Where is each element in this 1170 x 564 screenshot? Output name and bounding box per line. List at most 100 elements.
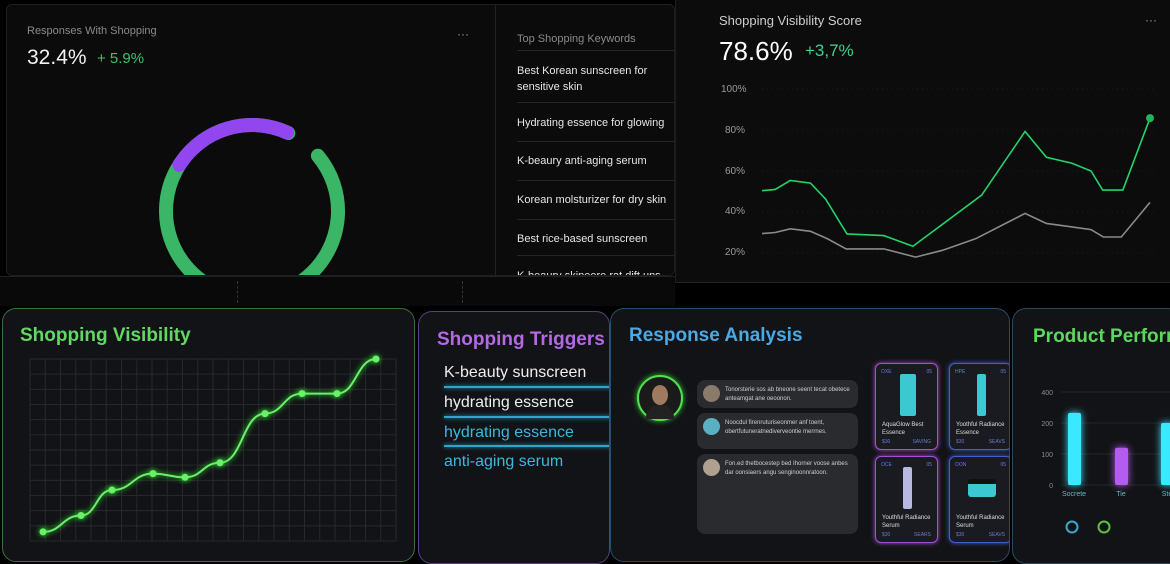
product-card[interactable]: OXE 05 AquaGlow Best Essence $30 SAVING <box>875 363 938 450</box>
product-name: AquaGlow Best Essence <box>882 422 924 436</box>
divider <box>462 281 463 303</box>
product-tag: OXE <box>881 369 892 375</box>
divider <box>444 445 609 447</box>
divider <box>444 386 609 388</box>
keyword-item[interactable]: Korean molsturizer for dry skin <box>517 194 667 206</box>
x-tick: Ste <box>1162 491 1170 498</box>
product-price: $30 <box>956 532 965 538</box>
performance-bar-chart: 400 200 100 0 Socrete Tie Ste <box>1041 390 1170 534</box>
trigger-item[interactable]: hydrating essence <box>444 424 574 441</box>
divider <box>495 5 496 275</box>
product-card[interactable]: HPE 05 Yoothful Radiance Essence $30 SEAVS <box>949 363 1009 450</box>
product-badge: 05 <box>1000 369 1006 375</box>
product-name: Youthful Radiance Serum <box>956 515 1005 529</box>
product-badge: 05 <box>1000 462 1006 468</box>
keyword-item[interactable]: Hydrating essence for glowing <box>517 117 665 129</box>
donut-chart <box>159 118 345 275</box>
responses-delta: + 5.9% <box>97 50 145 67</box>
series-line <box>42 358 377 533</box>
responses-title: Responses With Shopping <box>27 25 157 37</box>
divider <box>517 50 674 51</box>
keywords-title: Top Shopping Keywords <box>517 33 636 45</box>
legend-marker <box>1097 520 1111 534</box>
product-performance-card: Product Performance 400 200 100 0 Socrete Tie… <box>1012 308 1170 564</box>
shopping-visibility-card: Shopping Visibility <box>2 308 415 562</box>
product-price: $30 <box>956 439 965 445</box>
y-tick: 100 <box>1041 452 1053 459</box>
divider <box>237 281 238 303</box>
visibility-score-panel: Shopping Visibility Score 78.6% +3,7% ··… <box>675 0 1170 283</box>
data-point <box>39 528 47 536</box>
avatar <box>703 459 720 476</box>
chat-message: Tonorsterie sos ab bneone seent tecat ob… <box>697 380 858 408</box>
data-point <box>77 512 85 520</box>
more-menu-icon[interactable]: ··· <box>457 27 469 41</box>
response-analysis-card: Response Analysis Tonorsterie sos ab bne… <box>610 308 1010 562</box>
divider <box>517 102 674 103</box>
bottom-strip <box>0 276 675 306</box>
product-tag: OCE <box>881 462 892 468</box>
divider <box>517 219 674 220</box>
y-tick: 20% <box>725 247 746 258</box>
keyword-item[interactable]: K-beaury anti-aging serum <box>517 155 647 167</box>
product-name: Youthful Radiance Serum <box>882 515 931 529</box>
product-price: $30 <box>882 532 891 538</box>
divider <box>444 416 609 418</box>
data-point <box>333 390 341 398</box>
avatar <box>637 375 683 421</box>
donut-purple-arc <box>172 118 295 172</box>
responses-value: 32.4% <box>27 46 87 69</box>
product-badge: 05 <box>926 462 932 468</box>
y-tick: 40% <box>725 206 746 217</box>
product-link[interactable]: SEAVS <box>988 439 1005 445</box>
card-title: Shopping Triggers <box>437 329 605 350</box>
product-badge: 05 <box>926 369 932 375</box>
product-price: $30 <box>882 439 891 445</box>
product-link[interactable]: SAVING <box>912 439 931 445</box>
data-point <box>149 470 157 478</box>
score-title: Shopping Visibility Score <box>719 13 862 28</box>
series-line-current <box>761 117 1151 248</box>
score-delta: +3,7% <box>805 41 854 60</box>
trigger-item[interactable]: anti-aging serum <box>444 453 564 470</box>
divider <box>517 180 674 181</box>
more-menu-icon[interactable]: ··· <box>1145 13 1157 27</box>
product-card[interactable]: OCE 05 Youthful Radiance Serum $30 SEARS <box>875 456 938 543</box>
bar <box>1115 447 1128 485</box>
divider <box>517 255 674 256</box>
data-point <box>372 355 380 363</box>
x-tick: Socrete <box>1062 491 1086 498</box>
bar <box>1068 412 1081 485</box>
trigger-item[interactable]: K-beauty sunscreen <box>444 364 587 381</box>
visibility-line-chart <box>29 355 397 542</box>
product-tag: HPE <box>955 369 966 375</box>
product-name: Yoothful Radiance Essence <box>956 422 1005 436</box>
score-value: 78.6% <box>719 36 793 66</box>
shopping-triggers-card: Shopping Triggers K-beauty sunscreen hyd… <box>418 311 610 564</box>
y-tick: 400 <box>1041 390 1053 397</box>
chat-message: Noocdul firenruturiseonmer anf toent, ob… <box>697 413 858 449</box>
bar <box>1161 423 1170 485</box>
avatar <box>703 385 720 402</box>
product-link[interactable]: SEAVS <box>988 532 1005 538</box>
keyword-item[interactable]: K-beaury skineere rat dift uns <box>517 270 661 276</box>
product-card[interactable]: OON 05 Youthful Radiance Serum $30 SEAVS <box>949 456 1009 543</box>
data-point <box>108 486 116 494</box>
trigger-item[interactable]: hydrating essence <box>444 394 574 411</box>
y-tick: 60% <box>725 166 746 177</box>
avatar <box>703 418 720 435</box>
y-tick: 100% <box>721 84 747 95</box>
divider <box>517 141 674 142</box>
y-tick: 200 <box>1041 421 1053 428</box>
last-point <box>1146 114 1154 123</box>
data-point <box>216 459 224 467</box>
score-line-chart <box>761 88 1156 258</box>
y-tick: 0 <box>1049 483 1053 490</box>
y-tick: 80% <box>725 125 746 136</box>
responses-with-shopping-panel: Responses With Shopping 32.4% + 5.9% ···… <box>6 4 675 276</box>
card-title: Product Performance <box>1033 326 1170 347</box>
card-title: Response Analysis <box>629 325 803 346</box>
keyword-item[interactable]: Best rice-based sunscreen <box>517 233 648 245</box>
keyword-item[interactable]: Best Korean sunscreen for sensitive skin <box>517 65 648 93</box>
product-link[interactable]: SEARS <box>914 532 931 538</box>
